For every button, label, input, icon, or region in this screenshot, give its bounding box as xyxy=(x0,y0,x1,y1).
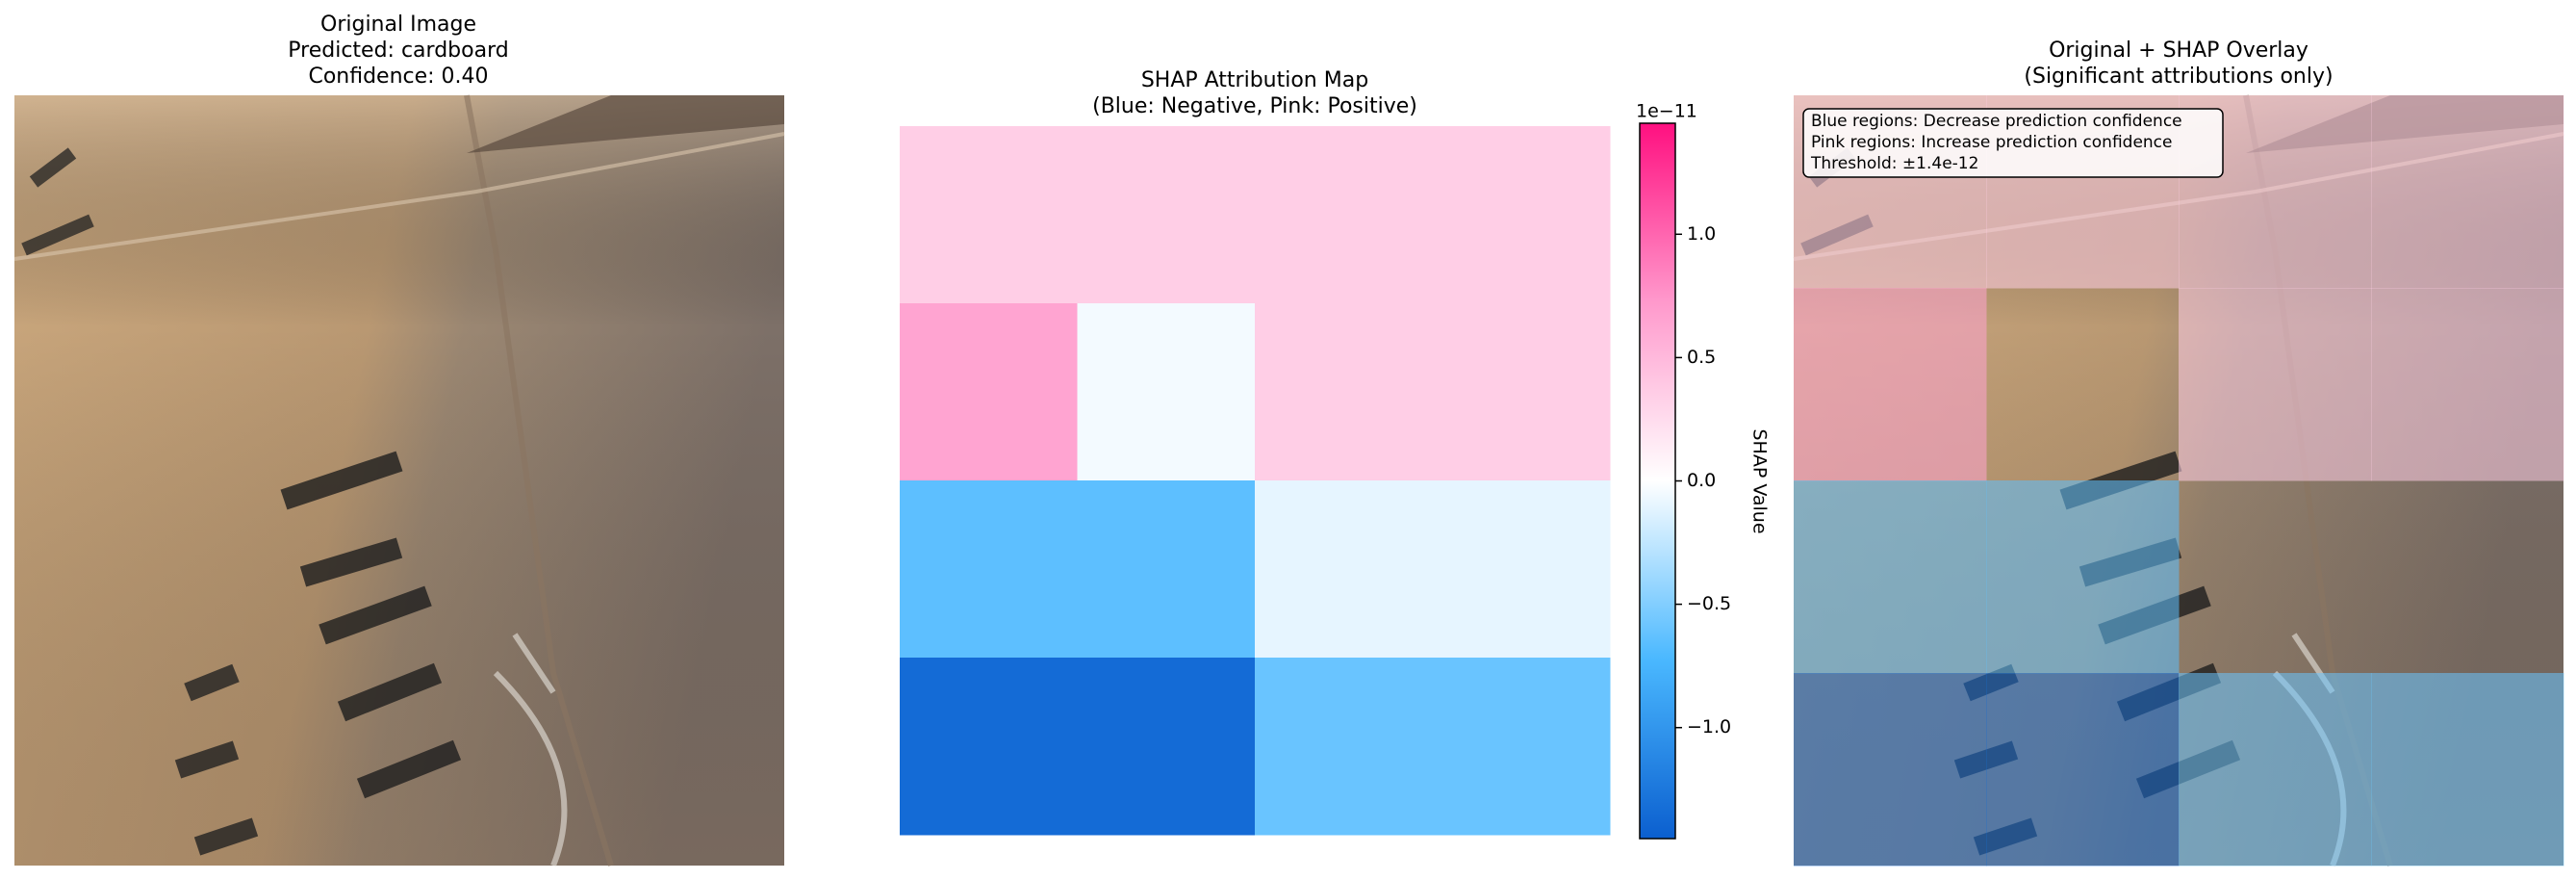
overlay-cell xyxy=(2179,673,2372,867)
panel-title: (Significant attributions only) xyxy=(2024,65,2333,89)
panel-title: Original Image xyxy=(320,13,476,37)
overlay-cell xyxy=(2371,95,2564,289)
overlay-cell xyxy=(1986,480,2180,674)
heatmap-cell xyxy=(1077,303,1256,481)
colorbar-tick-label: −1.0 xyxy=(1687,716,1731,738)
heatmap-cell xyxy=(1432,303,1611,481)
annotation-box xyxy=(1802,108,2224,178)
heatmap-cell xyxy=(1077,126,1256,304)
heatmap-cell xyxy=(1255,126,1433,304)
panel-title: SHAP Attribution Map xyxy=(1141,68,1368,92)
overlay-cell xyxy=(1794,673,1987,867)
heatmap-cell xyxy=(1432,126,1611,304)
colorbar-offset-label: 1e−11 xyxy=(1636,101,1697,122)
overlay-cell xyxy=(1794,288,1987,481)
heatmap-cell xyxy=(900,480,1078,659)
panel-title: Confidence: 0.40 xyxy=(308,65,488,89)
overlay-cell xyxy=(2371,673,2564,867)
annotation-text: Threshold: ±1.4e-12 xyxy=(1810,154,1978,173)
overlay-cell xyxy=(1794,480,1987,674)
overlay-cell xyxy=(2371,288,2564,481)
original-image xyxy=(14,95,784,866)
colorbar xyxy=(1639,122,1676,840)
heatmap-cell xyxy=(1432,658,1611,836)
heatmap-cell xyxy=(900,303,1078,481)
colorbar-tick-label: 0.5 xyxy=(1687,347,1716,368)
heatmap-cell xyxy=(1077,480,1256,659)
overlay-cell xyxy=(2179,288,2372,481)
heatmap-cell xyxy=(900,658,1078,836)
heatmap-cell xyxy=(900,126,1078,304)
colorbar-tick-label: 1.0 xyxy=(1687,223,1716,245)
colorbar-label: SHAP Value xyxy=(1749,428,1771,533)
overlay-cell xyxy=(1986,673,2180,867)
heatmap-cell xyxy=(1255,480,1433,659)
colorbar-tick-label: −0.5 xyxy=(1687,593,1731,614)
panel-title: (Blue: Negative, Pink: Positive) xyxy=(1092,94,1417,118)
panel-title: Original + SHAP Overlay xyxy=(2049,39,2308,63)
panel-title: Predicted: cardboard xyxy=(288,39,508,63)
heatmap-cell xyxy=(1255,303,1433,481)
annotation-text: Pink regions: Increase prediction confid… xyxy=(1811,133,2172,152)
colorbar-tick-label: 0.0 xyxy=(1687,470,1716,491)
heatmap-cell xyxy=(1077,658,1256,836)
annotation-text: Blue regions: Decrease prediction confid… xyxy=(1811,112,2182,131)
heatmap-cell xyxy=(1432,480,1611,659)
heatmap-cell xyxy=(1255,658,1433,836)
